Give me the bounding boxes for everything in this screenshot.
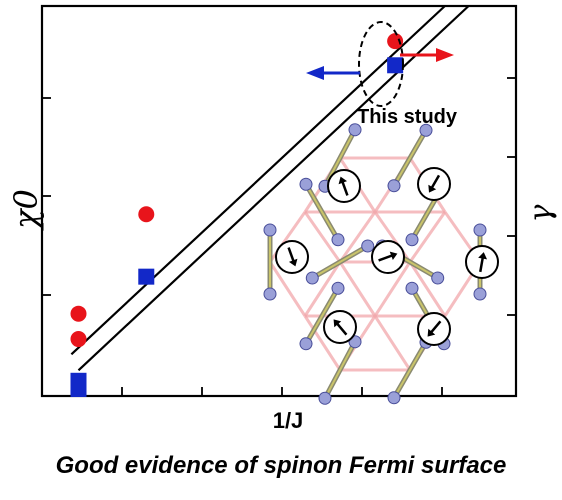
right-arrow-head <box>436 48 454 62</box>
molecule <box>299 281 345 351</box>
spin-circle <box>371 240 405 274</box>
spin-arrowhead <box>427 328 436 337</box>
data-point-circle <box>70 331 87 348</box>
x-axis-label: 1/J <box>272 408 304 433</box>
data-points <box>70 33 404 397</box>
spin-circle <box>323 310 357 344</box>
lattice-bond <box>338 211 377 263</box>
data-point-square <box>387 57 404 74</box>
data-point-circle <box>387 33 404 50</box>
kagome-lattice-inset <box>263 123 499 405</box>
annotation-label: This study <box>356 106 457 128</box>
annotation-ellipse <box>358 21 404 107</box>
spin-arrowhead <box>478 252 488 260</box>
spin-circle <box>327 169 361 203</box>
molecule <box>318 335 362 405</box>
data-point-circle <box>70 305 87 322</box>
spin-circle <box>417 312 451 346</box>
lattice-bond <box>373 315 412 371</box>
lattice-bond <box>303 211 342 263</box>
spin-arrowhead <box>428 184 437 193</box>
spin-arrow <box>378 253 394 262</box>
data-point-square <box>138 268 155 285</box>
annotation-group <box>306 21 454 107</box>
plot-frame <box>40 4 518 398</box>
molecule <box>305 239 375 285</box>
caption: Good evidence of spinon Fermi surface <box>55 452 507 479</box>
y-axis-label-right: γ <box>523 204 559 223</box>
spin-circle <box>465 245 499 279</box>
lattice-bond <box>408 211 447 263</box>
molecule <box>299 177 345 247</box>
spin-arrowhead <box>338 176 348 185</box>
spin-arrowhead <box>333 319 342 328</box>
fit-line <box>70 5 446 356</box>
spin-arrow <box>430 174 441 190</box>
spin-arrow <box>335 321 348 336</box>
spin-arrow <box>479 256 485 273</box>
lattice-bond <box>268 261 307 317</box>
y-axis-label-left: χ0 <box>7 189 45 229</box>
data-point-square <box>70 372 87 389</box>
left-arrow-head <box>306 66 324 80</box>
spin-arrow <box>340 180 349 196</box>
lattice-bond <box>408 261 447 317</box>
data-point-circle <box>138 206 155 223</box>
spin-arrowhead <box>288 258 298 267</box>
molecule <box>387 123 433 193</box>
lattice-bond <box>303 315 342 371</box>
spin-arrow <box>287 247 296 263</box>
spin-circle <box>417 167 451 201</box>
lattice-bond <box>373 261 412 317</box>
lattice-bond <box>338 261 377 317</box>
spin-circle <box>275 240 309 274</box>
lattice-bond <box>303 261 342 317</box>
spin-arrow <box>429 320 442 335</box>
molecule <box>263 223 277 301</box>
spin-arrowhead <box>389 251 398 261</box>
